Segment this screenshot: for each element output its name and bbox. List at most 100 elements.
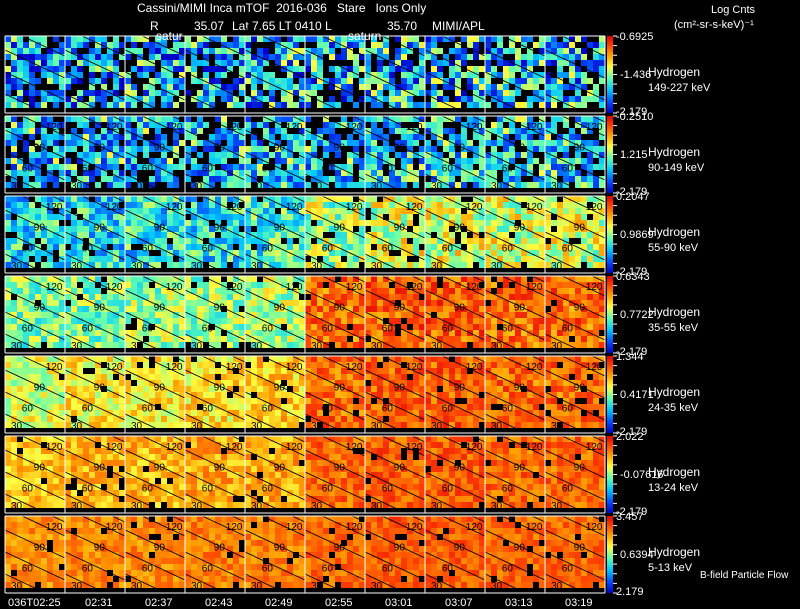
heatmap-cell [347,182,353,188]
heatmap-cell [305,226,311,232]
heatmap-cell [329,422,335,428]
heatmap-cell [371,318,377,324]
heatmap-cell [119,152,125,158]
heatmap-cell [263,306,269,312]
heatmap-cell [383,78,389,84]
heatmap-cell [59,300,65,306]
heatmap-cell [347,262,353,268]
heatmap-cell [389,158,395,164]
heatmap-cell [257,386,263,392]
heatmap-cell [47,66,53,72]
heatmap-cell [581,250,587,256]
heatmap-cell [509,128,515,134]
heatmap-cell [389,356,395,362]
heatmap-cell [503,48,509,54]
heatmap-cell [347,84,353,90]
heatmap-cell [287,356,293,362]
heatmap-cell [143,220,149,226]
heatmap-cell [137,116,143,122]
heatmap-cell [587,152,593,158]
heatmap-cell [305,330,311,336]
heatmap-cell [569,78,575,84]
heatmap-cell [167,220,173,226]
heatmap-cell [155,72,161,78]
heatmap-cell [155,362,161,368]
heatmap-cell [197,300,203,306]
heatmap-cell [569,324,575,330]
heatmap-cell [311,262,317,268]
heatmap-cell [221,250,227,256]
heatmap-cell [209,196,215,202]
heatmap-cell [263,84,269,90]
heatmap-cell [119,220,125,226]
heatmap-cell [143,282,149,288]
heatmap-cell [251,368,257,374]
heatmap-cell [365,84,371,90]
heatmap-cell [5,214,11,220]
heatmap-cell [569,276,575,282]
heatmap-cell [539,208,545,214]
heatmap-cell [71,318,77,324]
heatmap-cell [479,90,485,96]
heatmap-cell [89,356,95,362]
heatmap-cell [437,196,443,202]
heatmap-cell [389,238,395,244]
heatmap-cell [287,96,293,102]
heatmap-cell [29,238,35,244]
heatmap-cell [395,208,401,214]
heatmap-cell [233,294,239,300]
heatmap-cell [131,232,137,238]
heatmap-cell [107,152,113,158]
heatmap-cell [143,66,149,72]
heatmap-cell [515,102,521,108]
heatmap-cell [419,380,425,386]
heatmap-cell [113,96,119,102]
heatmap-cell [167,362,173,368]
heatmap-cell [425,380,431,386]
heatmap-cell [245,36,251,42]
heatmap-cell [203,176,209,182]
heatmap-cell [389,202,395,208]
heatmap-cell [419,386,425,392]
heatmap-cell [329,202,335,208]
heatmap-cell [587,238,593,244]
heatmap-cell [77,226,83,232]
heatmap-cell [89,288,95,294]
heatmap-cell [371,170,377,176]
heatmap-cell [251,306,257,312]
heatmap-cell [533,146,539,152]
heatmap-cell [215,342,221,348]
heatmap-cell [449,164,455,170]
heatmap-cell [131,158,137,164]
heatmap-cell [425,300,431,306]
heatmap-cell [89,416,95,422]
heatmap-cell [203,60,209,66]
heatmap-cell [95,232,101,238]
heatmap-cell [29,312,35,318]
heatmap-cell [551,158,557,164]
heatmap-cell [503,158,509,164]
heatmap-cell [197,410,203,416]
heatmap-cell [467,122,473,128]
heatmap-cell [497,330,503,336]
heatmap-cell [221,368,227,374]
heatmap-cell [335,368,341,374]
heatmap-cell [119,84,125,90]
heatmap-cell [275,410,281,416]
heatmap-cell [101,202,107,208]
heatmap-cell [233,220,239,226]
heatmap-cell [203,84,209,90]
heatmap-cell [407,288,413,294]
heatmap-cell [11,78,17,84]
heatmap-cell [155,380,161,386]
heatmap-cell [227,422,233,428]
heatmap-cell [467,294,473,300]
heatmap-cell [593,250,599,256]
heatmap-cell [101,356,107,362]
heatmap-cell [203,244,209,250]
heatmap-cell [11,282,17,288]
heatmap-cell [185,324,191,330]
heatmap-cell [125,96,131,102]
heatmap-cell [437,226,443,232]
heatmap-cell [455,288,461,294]
